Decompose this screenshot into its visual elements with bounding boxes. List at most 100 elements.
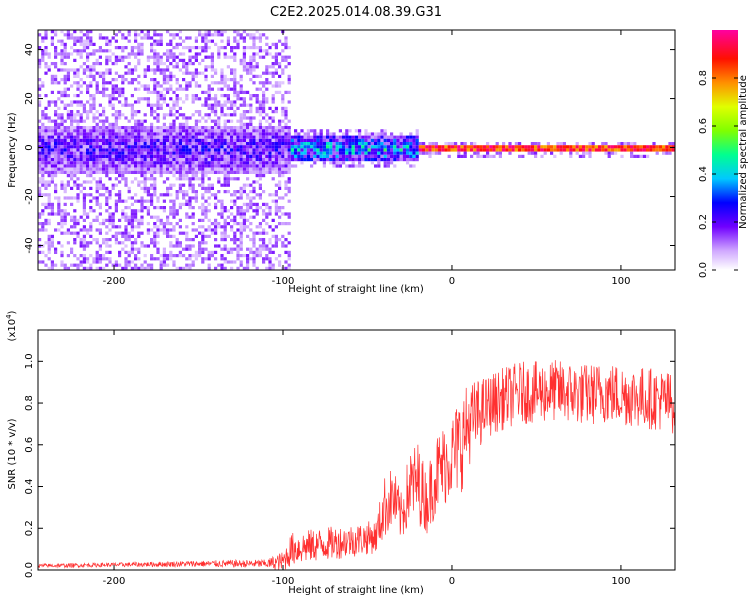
spectrogram-cell — [454, 142, 458, 146]
spectrogram-cell — [38, 138, 42, 142]
spectrogram-cell — [306, 148, 310, 152]
spectrogram-cell — [217, 132, 221, 136]
spectrogram-cell — [223, 84, 227, 88]
spectrogram-cell — [166, 154, 170, 158]
spectrogram-cell — [98, 260, 102, 264]
spectrogram-cell — [361, 148, 365, 152]
spectrogram-cell — [114, 193, 118, 197]
spectrogram-cell — [57, 212, 61, 216]
spectrogram-cell — [255, 202, 259, 206]
spectrogram-cell — [156, 97, 160, 101]
spectrogram-cell — [294, 151, 298, 155]
spectrogram-cell — [108, 222, 112, 226]
spectrogram-cell — [255, 87, 259, 91]
spectrogram-cell — [73, 196, 77, 200]
spectrogram-cell — [252, 234, 256, 238]
spectrogram-cell — [60, 161, 64, 165]
spectrogram-cell — [98, 148, 102, 152]
spectrogram-cell — [370, 154, 374, 158]
spectrogram-cell — [194, 97, 198, 101]
spectrogram-cell — [274, 42, 278, 46]
spectrogram-cell — [562, 148, 566, 152]
spectrogram-cell — [370, 138, 374, 142]
spectrogram-cell — [620, 154, 624, 158]
spectrogram-cell — [73, 135, 77, 139]
spectrogram-cell — [134, 161, 138, 165]
spectrogram-cell — [278, 81, 282, 85]
spectrogram-cell — [236, 244, 240, 248]
spectrogram-cell — [217, 212, 221, 216]
spectrogram-cell — [178, 126, 182, 130]
x-tick-label: 0 — [449, 576, 455, 587]
spectrogram-cell — [60, 148, 64, 152]
spectrogram-cell — [498, 151, 502, 155]
spectrogram-cell — [66, 167, 70, 171]
spectrogram-cell — [105, 36, 109, 40]
spectrogram-cell — [220, 110, 224, 114]
spectrogram-cell — [185, 132, 189, 136]
spectrogram-cell — [230, 161, 234, 165]
spectrogram-cell — [236, 254, 240, 258]
spectrogram-cell — [89, 266, 93, 270]
spectrogram-cell — [191, 97, 195, 101]
spectrogram-cell — [441, 145, 445, 149]
spectrogram-cell — [63, 158, 67, 162]
spectrogram-cell — [121, 135, 125, 139]
spectrogram-cell — [230, 68, 234, 72]
spectrogram-cell — [66, 138, 70, 142]
spectrogram-cell — [236, 222, 240, 226]
spectrogram-cell — [172, 199, 176, 203]
spectrogram-cell — [169, 167, 173, 171]
spectrogram-cell — [73, 222, 77, 226]
spectrogram-cell — [194, 177, 198, 181]
spectrogram-cell — [220, 209, 224, 213]
spectrogram-cell — [162, 199, 166, 203]
spectrogram-cell — [169, 199, 173, 203]
spectrogram-cell — [60, 52, 64, 56]
spectrogram-cell — [284, 58, 288, 62]
spectrogram-cell — [121, 55, 125, 59]
spectrogram-cell — [265, 254, 269, 258]
spectrogram-cell — [633, 154, 637, 158]
spectrogram-cell — [268, 158, 272, 162]
spectrogram-cell — [73, 254, 77, 258]
spectrogram-cell — [95, 151, 99, 155]
spectrogram-cell — [130, 215, 134, 219]
spectrogram-cell — [169, 250, 173, 254]
spectrogram-cell — [505, 145, 509, 149]
spectrogram-cell — [214, 196, 218, 200]
spectrogram-cell — [92, 260, 96, 264]
spectrogram-cell — [159, 193, 163, 197]
spectrogram-cell — [191, 190, 195, 194]
spectrogram-cell — [134, 199, 138, 203]
spectrogram-cell — [626, 148, 630, 152]
spectrogram-cell — [105, 132, 109, 136]
spectrogram-cell — [322, 135, 326, 139]
spectrogram-cell — [79, 113, 83, 117]
spectrogram-cell — [188, 244, 192, 248]
spectrogram-cell — [118, 170, 122, 174]
spectrogram-cell — [230, 212, 234, 216]
spectrogram-cell — [639, 154, 643, 158]
spectrogram-cell — [479, 145, 483, 149]
spectrogram-cell — [178, 106, 182, 110]
spectrogram-cell — [284, 110, 288, 114]
spectrogram-frame — [37, 29, 676, 271]
spectrogram-cell — [175, 81, 179, 85]
spectrogram-cell — [268, 212, 272, 216]
spectrogram-cell — [137, 100, 141, 104]
spectrogram-cell — [95, 148, 99, 152]
spectrogram-cell — [262, 94, 266, 98]
spectrogram-cell — [175, 138, 179, 142]
spectrogram-cell — [274, 225, 278, 229]
spectrogram-cell — [150, 110, 154, 114]
spectrogram-cell — [287, 135, 291, 139]
spectrogram-cell — [162, 122, 166, 126]
spectrogram-cell — [386, 142, 390, 146]
spectrogram-cell — [258, 254, 262, 258]
spectrogram-cell — [98, 244, 102, 248]
spectrogram-cell — [143, 142, 147, 146]
spectrogram-cell — [201, 126, 205, 130]
spectrogram-cell — [60, 260, 64, 264]
spectrogram-cell — [172, 100, 176, 104]
